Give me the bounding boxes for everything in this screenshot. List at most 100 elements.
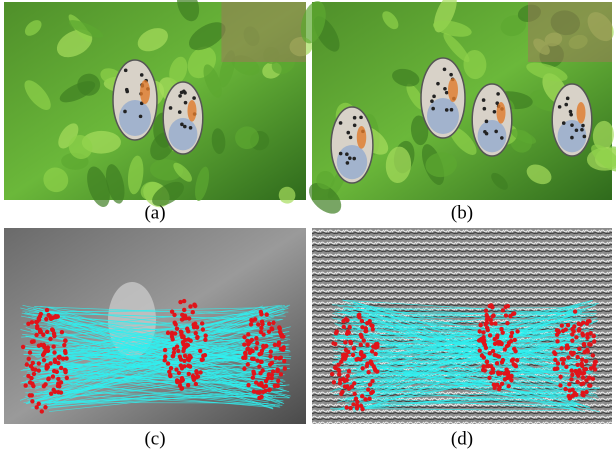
wing-spot: [495, 101, 500, 105]
keypoint: [585, 347, 590, 353]
keypoint: [193, 381, 199, 387]
keypoint: [279, 334, 284, 339]
match-line: [48, 347, 269, 357]
keypoint: [49, 327, 55, 332]
keypoint: [352, 391, 357, 397]
keypoint: [275, 383, 280, 389]
keypoint: [277, 326, 282, 331]
keypoint: [355, 399, 360, 405]
match-line: [357, 318, 581, 351]
keypoint: [56, 355, 61, 360]
keypoint: [181, 342, 186, 347]
wing-spot: [345, 161, 350, 165]
keypoint: [575, 371, 580, 376]
wing-spot: [431, 106, 435, 111]
match-line: [337, 355, 590, 359]
keypoint: [251, 389, 257, 394]
leaf: [152, 181, 184, 207]
wing-spot: [564, 102, 569, 107]
match-line: [20, 307, 276, 370]
keypoint: [182, 307, 187, 313]
keypoint: [27, 380, 33, 385]
wing-spot: [582, 134, 587, 139]
keypoint: [481, 330, 486, 335]
match-line: [44, 360, 282, 402]
keypoint: [564, 364, 569, 370]
leaf: [177, 0, 200, 22]
keypoint: [194, 375, 199, 380]
keypoint: [259, 394, 264, 400]
keypoint: [490, 370, 496, 375]
keypoint: [355, 356, 361, 362]
match-line: [355, 341, 587, 358]
keypoint: [31, 339, 36, 344]
keypoint: [477, 329, 482, 334]
keypoint: [58, 365, 64, 371]
keypoint: [180, 312, 185, 318]
keypoint: [51, 387, 56, 393]
match-line: [357, 304, 583, 369]
keypoint: [20, 344, 26, 350]
keypoint: [344, 331, 350, 336]
wing-spot: [444, 108, 449, 112]
keypoint: [483, 322, 488, 327]
keypoint: [575, 379, 580, 385]
match-line: [47, 364, 284, 402]
keypoint: [269, 326, 274, 331]
wing-spot: [494, 129, 498, 134]
keypoint: [360, 353, 365, 358]
keypoint: [498, 371, 503, 376]
match-line: [345, 348, 581, 361]
keypoint: [592, 359, 598, 365]
keypoint: [488, 317, 493, 323]
keypoint: [255, 358, 260, 363]
keypoint: [246, 382, 251, 388]
keypoint: [476, 338, 482, 343]
keypoint: [264, 312, 269, 317]
leaf: [235, 126, 259, 150]
keypoint: [344, 405, 349, 410]
match-line: [348, 307, 579, 310]
keypoint: [36, 316, 42, 321]
keypoint: [259, 325, 264, 331]
keypoint: [27, 350, 33, 355]
keypoint: [171, 346, 177, 352]
keypoint: [352, 381, 357, 386]
wing-spot: [492, 109, 497, 114]
keypoint: [370, 327, 376, 332]
match-line: [46, 380, 283, 406]
wing-spot: [352, 156, 357, 161]
leaf: [203, 64, 222, 98]
keypoint: [331, 380, 337, 385]
keypoint: [585, 332, 590, 337]
caption: (b): [451, 202, 473, 223]
keypoint: [584, 378, 589, 383]
keypoint: [258, 359, 264, 364]
keypoint: [494, 382, 500, 387]
keypoint: [581, 341, 587, 347]
keypoint: [44, 316, 49, 322]
keypoint: [174, 378, 180, 383]
match-line: [38, 305, 264, 400]
match-line: [343, 308, 572, 324]
keypoint: [576, 321, 581, 326]
match-line: [340, 327, 594, 373]
match-line: [23, 349, 272, 388]
wing-spot: [557, 105, 562, 109]
keypoint: [176, 370, 182, 376]
keypoint: [246, 332, 251, 337]
keypoint: [479, 353, 485, 358]
keypoint: [275, 367, 280, 372]
keypoint: [186, 363, 191, 368]
keypoint: [59, 330, 65, 335]
keypoint: [358, 342, 363, 348]
leaf: [592, 120, 614, 151]
leaf: [137, 28, 168, 52]
match-line: [338, 348, 593, 364]
keypoint: [162, 347, 168, 353]
wing-spot: [123, 109, 127, 114]
keypoint: [367, 382, 373, 387]
keypoint: [590, 353, 596, 358]
keypoint: [558, 383, 563, 388]
keypoint: [567, 382, 572, 387]
